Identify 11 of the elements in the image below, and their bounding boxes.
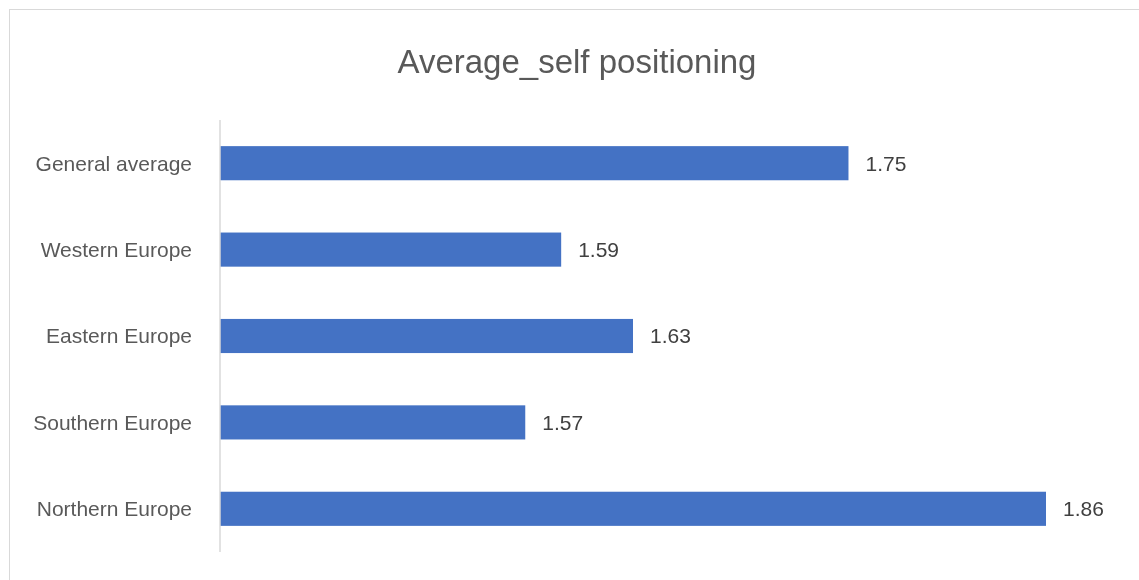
data-label: 1.57 [542,410,584,434]
y-tick-label: Western Europe [40,237,192,261]
data-label: 1.63 [650,324,691,348]
chart-title: Average_self positioning [397,43,757,80]
y-tick-label: General average [35,151,192,175]
y-tick-label: Southern Europe [33,410,192,434]
y-tick-label: Eastern Europe [46,324,192,348]
data-label: 1.75 [865,151,907,175]
data-label: 1.86 [1063,497,1104,521]
data-label: 1.59 [578,237,620,261]
y-tick-label: Northern Europe [36,497,192,521]
